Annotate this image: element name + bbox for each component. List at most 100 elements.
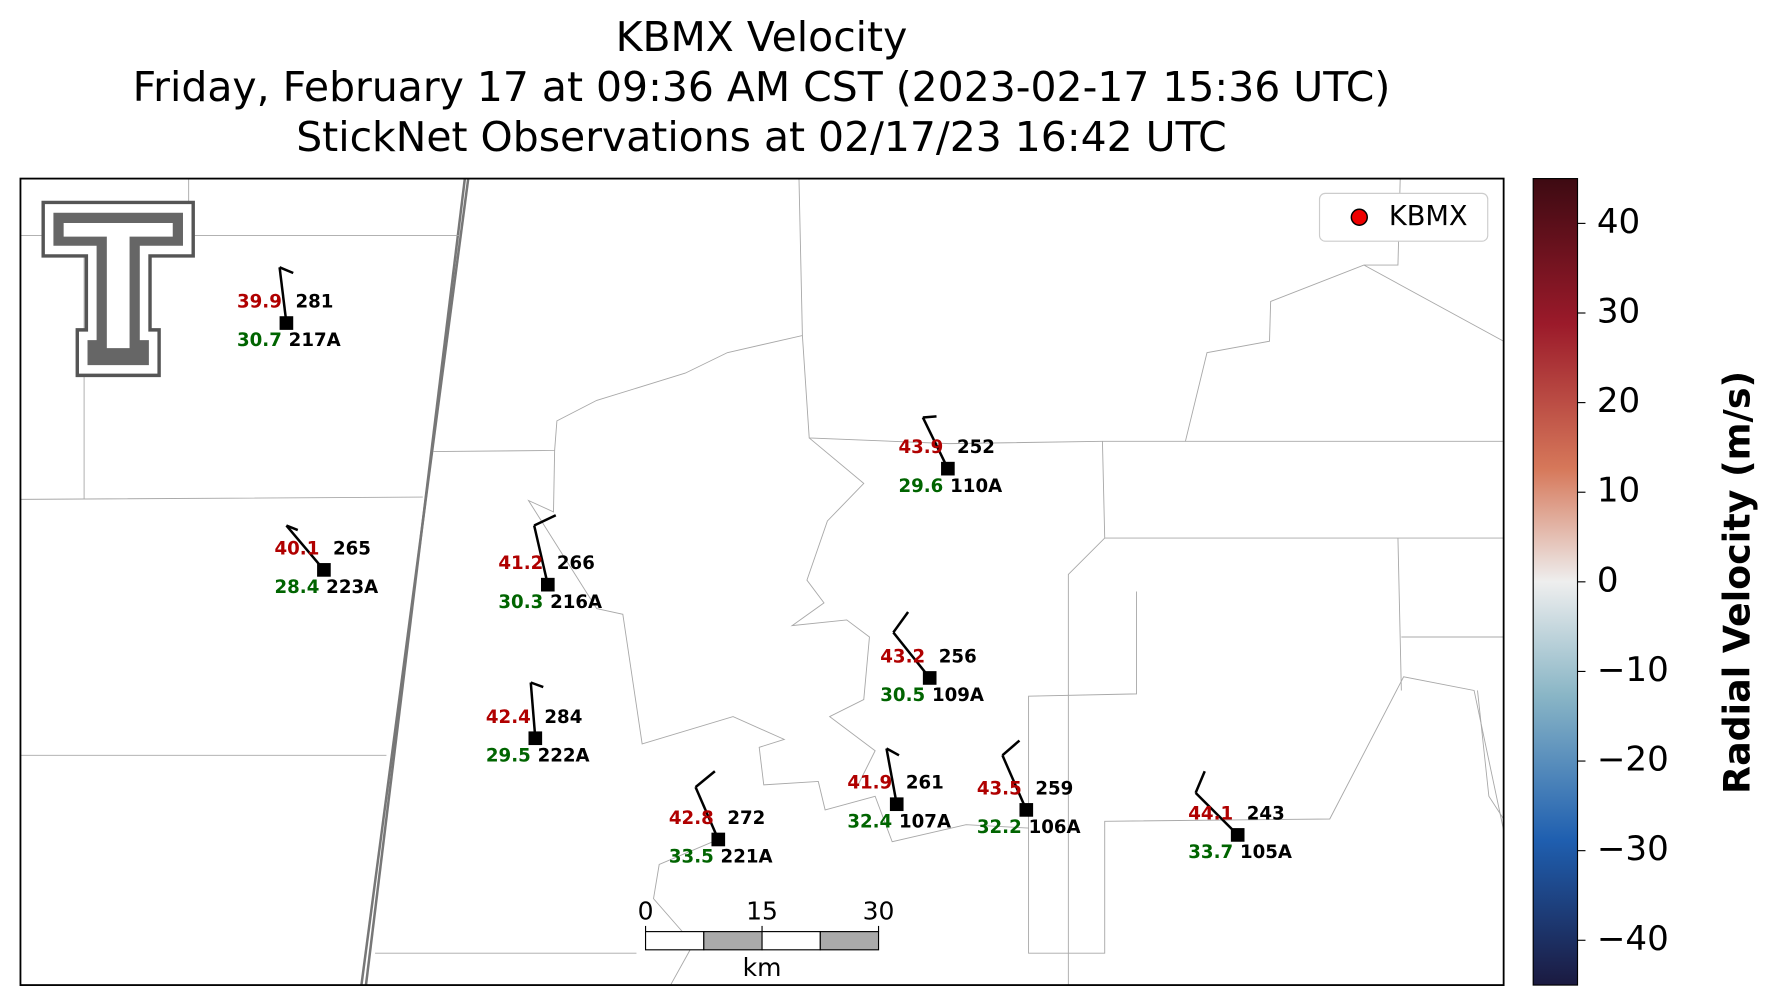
dewpoint: 30.7	[237, 330, 282, 351]
station-plot: 40.1 265 28.4 223A	[275, 524, 378, 598]
station-id: 109A	[932, 685, 984, 706]
station-plot: 41.2 266 30.3 216A	[498, 514, 602, 613]
station-id: 217A	[289, 330, 341, 351]
temperature: 44.1	[1188, 803, 1233, 824]
colorbar-tick-label: 20	[1597, 381, 1640, 421]
pressure: 252	[957, 437, 995, 458]
wind-barb-flag	[694, 770, 716, 789]
scale-bar-label: 15	[746, 896, 778, 925]
temperature: 40.1	[275, 538, 320, 559]
wind-barb-staff	[1001, 754, 1028, 811]
temperature: 43.9	[898, 437, 943, 458]
pressure: 266	[557, 553, 595, 574]
station-id: 110A	[950, 476, 1002, 497]
wind-barb-flag	[1194, 770, 1206, 794]
temperature: 41.9	[847, 773, 892, 794]
temperature: 42.8	[669, 808, 714, 829]
colorbar-tick-label: 30	[1597, 291, 1640, 331]
temperature: 43.5	[977, 778, 1022, 799]
pressure: 256	[939, 646, 977, 667]
dewpoint: 29.5	[486, 745, 531, 766]
station-marker	[889, 797, 904, 812]
pressure: 272	[727, 808, 765, 829]
pressure: 261	[906, 773, 944, 794]
colorbar-tick-label: 10	[1597, 471, 1640, 511]
dewpoint: 30.3	[498, 592, 543, 613]
wind-barb-flag	[922, 415, 937, 419]
legend-box	[1318, 192, 1489, 242]
station-marker	[540, 577, 555, 592]
station-id: 223A	[326, 577, 378, 598]
scale-bar-segment	[644, 931, 705, 951]
scale-bar-segment	[819, 931, 880, 951]
map-boundaries	[20, 178, 1504, 986]
colorbar-tick-label: −20	[1597, 740, 1669, 780]
station-marker	[1230, 828, 1245, 842]
station-marker	[1019, 803, 1034, 817]
title-line: StickNet Observations at 02/17/23 16:42 …	[296, 113, 1227, 161]
wind-barb-staff	[529, 682, 537, 739]
dewpoint: 28.4	[275, 577, 320, 598]
temperature: 39.9	[237, 292, 282, 313]
station-id: 216A	[550, 592, 602, 613]
wind-barb-staff	[285, 524, 325, 571]
pressure: 259	[1035, 778, 1073, 799]
temperature: 41.2	[498, 553, 543, 574]
wind-barb-staff	[892, 631, 931, 679]
wind-barb-flag	[285, 524, 299, 532]
legend-marker	[1350, 208, 1368, 226]
wind-barb-flag	[279, 266, 294, 275]
wind-barb-staff	[694, 786, 720, 840]
colorbar-tick-label: −10	[1597, 650, 1669, 690]
wind-barb-staff	[921, 416, 949, 470]
scale-bar-segment	[703, 931, 763, 951]
title-line: KBMX Velocity	[616, 13, 908, 61]
station-marker	[528, 731, 543, 746]
station-plot: 42.8 272 33.5 221A	[669, 770, 773, 868]
station-plot: 43.9 252 29.6 110A	[898, 415, 1002, 497]
station-plot: 44.1 243 33.7 105A	[1188, 770, 1292, 863]
wind-barb-flag	[533, 514, 557, 527]
scale-bar-label: 0	[638, 896, 654, 925]
colorbar-tick-label: −30	[1597, 829, 1669, 869]
station-plot: 43.2 256 30.5 109A	[880, 611, 984, 706]
wind-barb-staff	[532, 525, 550, 585]
dewpoint: 32.4	[847, 811, 892, 832]
wind-barb-flag	[530, 681, 544, 689]
wind-barb-flag	[1001, 739, 1021, 757]
station-plot: 41.9 261 32.4 107A	[847, 747, 951, 832]
title-line: Friday, February 17 at 09:36 AM CST (202…	[133, 63, 1391, 111]
wind-barb-staff	[1194, 791, 1239, 836]
station-id: 221A	[721, 847, 773, 868]
dewpoint: 29.6	[898, 476, 943, 497]
station-marker	[279, 316, 294, 330]
dewpoint: 30.5	[880, 685, 925, 706]
dewpoint: 33.7	[1188, 842, 1233, 863]
station-marker	[941, 461, 955, 476]
dewpoint: 33.5	[669, 847, 714, 868]
scale-bar-label: 30	[863, 896, 895, 925]
station-plot: 42.4 284 29.5 222A	[486, 681, 590, 766]
pressure: 243	[1247, 803, 1285, 824]
station-id: 106A	[1029, 817, 1081, 838]
logo	[41, 200, 195, 378]
scale-bar-segment	[761, 931, 821, 951]
temperature: 43.2	[880, 646, 925, 667]
pressure: 281	[296, 292, 334, 313]
map-frame	[19, 177, 1505, 986]
station-id: 105A	[1240, 842, 1292, 863]
colorbar-tick-label: 40	[1597, 202, 1640, 242]
colorbar	[1532, 178, 1579, 986]
wind-barb-staff	[278, 267, 288, 324]
pressure: 284	[544, 707, 582, 728]
colorbar-tick-label: −40	[1597, 919, 1669, 959]
wind-barb-flag	[885, 747, 900, 757]
station-id: 222A	[538, 745, 590, 766]
wind-barb-flag	[892, 611, 910, 634]
scale-bar-unit: km	[743, 953, 782, 982]
dewpoint: 32.2	[977, 817, 1022, 838]
station-id: 107A	[899, 811, 951, 832]
wind-barb-staff	[885, 748, 898, 805]
station-marker	[711, 832, 726, 847]
